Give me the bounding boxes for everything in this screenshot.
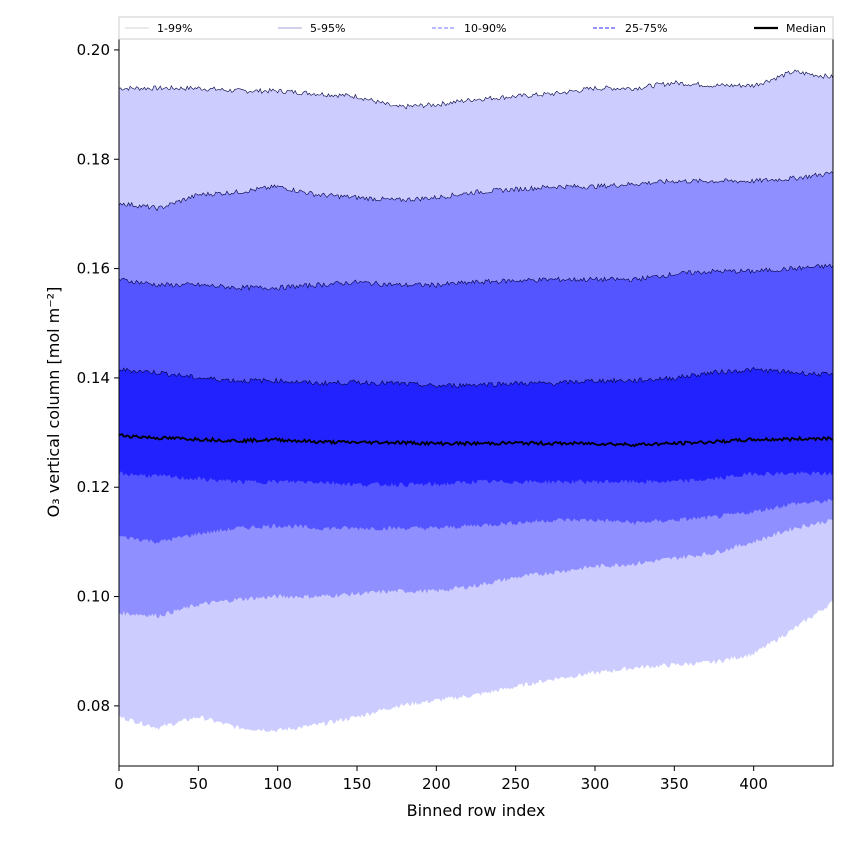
x-axis-ticks: 0 50 100 150 200 250 300 350 400 (114, 766, 768, 793)
y-axis-label: O₃ vertical column [mol m⁻²] (44, 287, 63, 518)
x-tick-label: 0 (114, 775, 124, 793)
legend: 1-99% 5-95% 10-90% 25-75% Median (118, 16, 834, 40)
x-tick-label: 300 (581, 775, 610, 793)
percentile-bands (118, 69, 834, 733)
y-tick-label: 0.12 (77, 478, 110, 496)
band-25-75%-upper-edge (118, 367, 834, 389)
x-tick-label: 150 (343, 775, 372, 793)
y-tick-label: 0.16 (77, 260, 110, 278)
legend-label: Median (786, 22, 826, 35)
x-tick-label: 350 (660, 775, 689, 793)
y-tick-label: 0.10 (77, 588, 110, 606)
y-axis-ticks: 0.08 0.10 0.12 0.14 0.16 0.18 0.20 (77, 41, 119, 715)
legend-label: 5-95% (310, 22, 345, 35)
legend-label: 25-75% (625, 22, 667, 35)
x-tick-label: 400 (739, 775, 768, 793)
x-tick-label: 200 (422, 775, 451, 793)
median-line (118, 433, 834, 448)
legend-box (118, 16, 834, 40)
legend-label: 1-99% (157, 22, 192, 35)
x-tick-label: 50 (189, 775, 208, 793)
x-tick-label: 100 (263, 775, 292, 793)
y-tick-label: 0.20 (77, 41, 110, 59)
band-5-95%-upper-edge (118, 171, 834, 212)
y-tick-label: 0.14 (77, 369, 110, 387)
y-tick-label: 0.18 (77, 150, 110, 168)
band-25-75%-fill (119, 367, 833, 487)
x-tick-label: 250 (501, 775, 530, 793)
legend-label: 10-90% (464, 22, 506, 35)
y-tick-label: 0.08 (77, 697, 110, 715)
band-1-99%-upper-edge (118, 69, 834, 110)
band-10-90%-upper-edge (118, 263, 834, 291)
x-axis-label: Binned row index (407, 801, 546, 820)
median-series (118, 433, 834, 448)
